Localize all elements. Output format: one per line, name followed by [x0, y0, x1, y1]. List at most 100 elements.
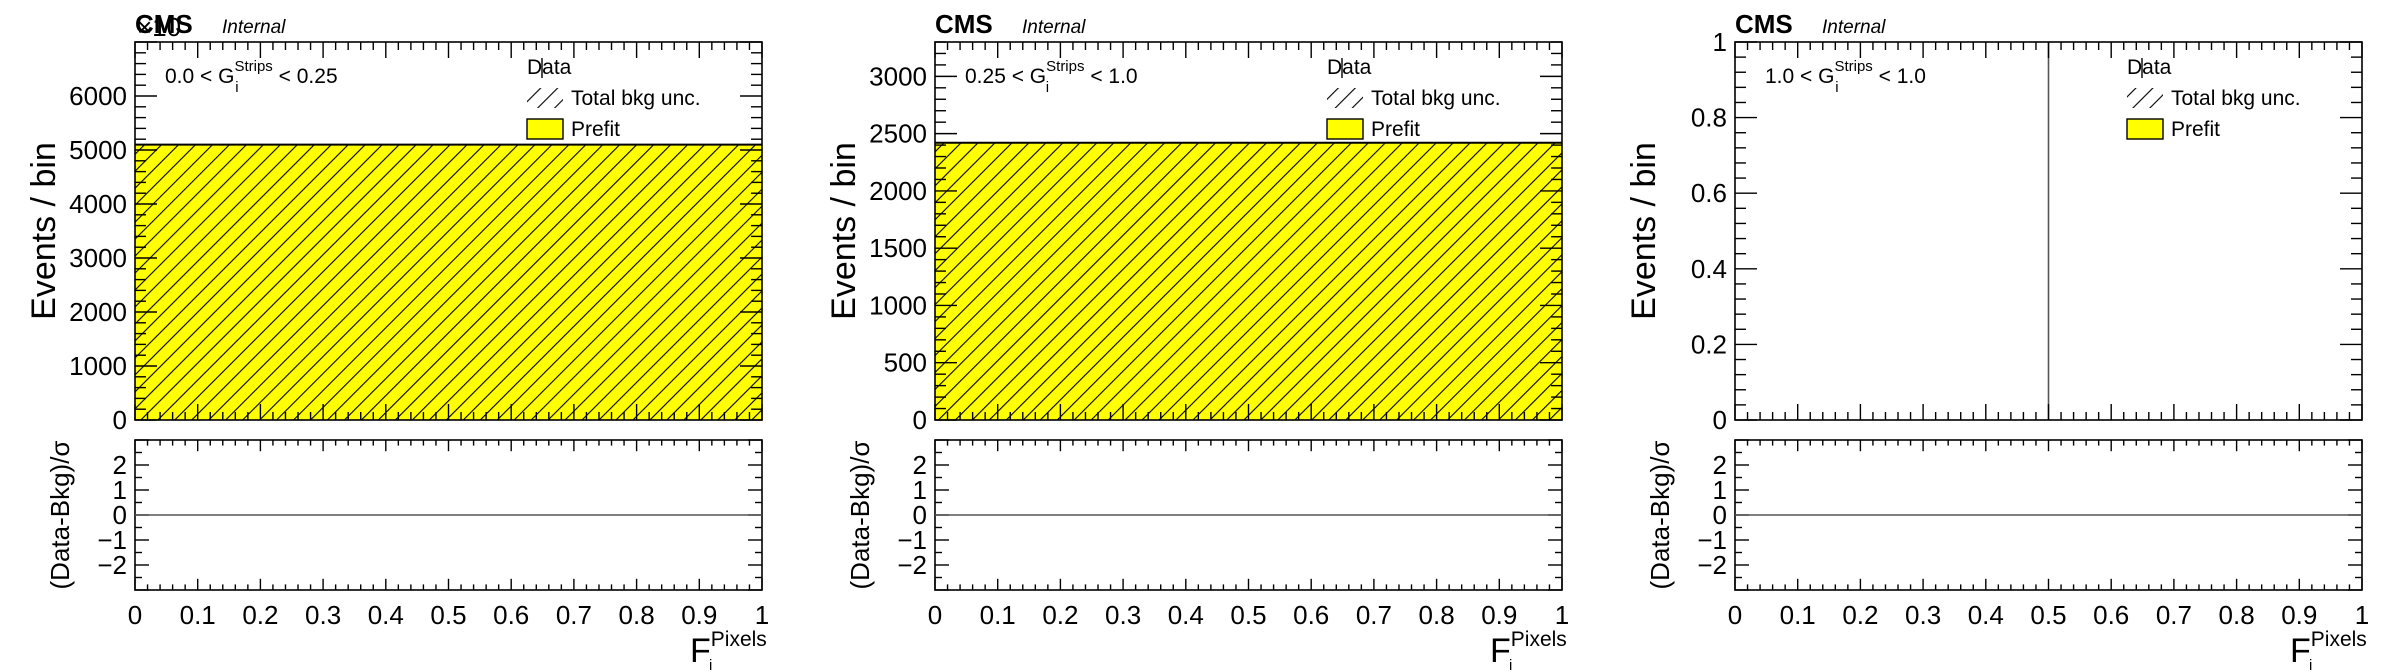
- x-tick-label: 0.7: [2156, 600, 2192, 630]
- x-tick-label: 0.5: [1230, 600, 1266, 630]
- ratio-y-tick-label: 2: [113, 450, 127, 480]
- x-axis-title-sup: Pixels: [2311, 628, 2367, 651]
- region-label: 1.0 < GStrips < 1.0: [1765, 58, 1926, 88]
- y-tick-label: 0.6: [1691, 178, 1727, 208]
- x-axis-title-main: F: [1490, 632, 1511, 670]
- region-label-sup: Strips: [1834, 58, 1872, 75]
- ratio-y-tick-label: 1: [1713, 475, 1727, 505]
- region-label-post: < 1.0: [1873, 65, 1926, 88]
- ratio-y-tick-label: 1: [113, 475, 127, 505]
- x-tick-label: 0.3: [1105, 600, 1141, 630]
- x-tick-label: 0.3: [1905, 600, 1941, 630]
- x-axis-title-sub: i: [2309, 657, 2312, 672]
- ratio-y-tick-label: 1: [913, 475, 927, 505]
- chart-panel-1: 0 0.1 0.2 0.3 0.4 0.5 0.6 0.7 0.8 0.9 101000200030…: [25, 9, 769, 672]
- legend-prefit-label: Prefit: [571, 118, 620, 141]
- region-label: 0.25 < GStrips < 1.0: [965, 58, 1138, 88]
- x-tick-label: 0.6: [2093, 600, 2129, 630]
- y-tick-label: 0.8: [1691, 103, 1727, 133]
- cms-label: CMS: [935, 9, 993, 39]
- cms-label-text: CMS: [935, 9, 993, 39]
- y-tick-label: 0: [913, 405, 927, 435]
- ratio-y-tick-label: −2: [1697, 550, 1727, 580]
- ratio-y-tick-label: 0: [113, 500, 127, 530]
- x-axis-title: FPixels: [690, 628, 767, 670]
- legend-prefit-swatch: [2126, 118, 2164, 140]
- y-axis-title: Events / bin: [25, 142, 63, 320]
- x-tick-label: 0.7: [556, 600, 592, 630]
- y-tick-label: 0: [113, 405, 127, 435]
- ratio-y-tick-label: −2: [897, 550, 927, 580]
- y-tick-label: 2000: [869, 176, 927, 206]
- x-tick-label: 0.3: [305, 600, 341, 630]
- y-tick-label: 4000: [69, 189, 127, 219]
- status-label: Internal: [222, 17, 286, 38]
- y-tick-label: 5000: [69, 135, 127, 165]
- x-tick-label: 0.9: [1481, 600, 1517, 630]
- region-label-post: < 1.0: [1084, 65, 1137, 88]
- ratio-y-tick-label: −2: [97, 550, 127, 580]
- legend-unc-label: Total bkg unc.: [1371, 87, 1501, 110]
- region-label-sub: i: [1835, 79, 1838, 96]
- legend-prefit-label: Prefit: [1371, 118, 1420, 141]
- y-tick-label: 6000: [69, 81, 127, 111]
- ratio-y-tick-label: 0: [1713, 500, 1727, 530]
- ratio-y-tick-label: −1: [97, 525, 127, 555]
- x-tick-label: 0.1: [980, 600, 1016, 630]
- legend-prefit-swatch: [1326, 118, 1364, 140]
- y-tick-label: 3000: [69, 243, 127, 273]
- x-axis-title: FPixels: [2290, 628, 2367, 670]
- y-tick-label: 1000: [869, 290, 927, 320]
- x-tick-label: 0.4: [368, 600, 404, 630]
- chart-panel-2: 0 0.1 0.2 0.3 0.4 0.5 0.6 0.7 0.8 0.9 105001000150…: [825, 9, 1569, 672]
- x-axis-title-main: F: [2290, 632, 2311, 670]
- region-label-pre: 1.0 < G: [1765, 65, 1834, 88]
- cms-label-text: CMS: [1735, 9, 1793, 39]
- y-axis-exponent: ×10: [137, 12, 181, 42]
- x-axis-title: FPixels: [1490, 628, 1567, 670]
- y-axis-title: Events / bin: [825, 142, 863, 320]
- legend-data-label: Data: [527, 56, 572, 79]
- region-label-sup: Strips: [1046, 58, 1084, 75]
- x-tick-label: 0.1: [1780, 600, 1816, 630]
- x-tick-label: 0.9: [681, 600, 717, 630]
- x-tick-label: 0.9: [2281, 600, 2317, 630]
- x-tick-label: 0.6: [493, 600, 529, 630]
- legend-prefit-label: Prefit: [2171, 118, 2220, 141]
- ratio-y-tick-label: 2: [913, 450, 927, 480]
- ratio-y-axis-title: (Data-Bkg)/σ: [845, 441, 875, 590]
- y-tick-label: 1: [1713, 27, 1727, 57]
- cms-label-text: CMS: [135, 9, 193, 39]
- x-tick-label: 0.5: [430, 600, 466, 630]
- region-label-sub: i: [1046, 79, 1049, 96]
- x-tick-label: 0.8: [619, 600, 655, 630]
- y-tick-label: 0: [1713, 405, 1727, 435]
- region-label-sub: i: [235, 79, 238, 96]
- y-tick-label: 0.2: [1691, 329, 1727, 359]
- cms-label: CMS: [1735, 9, 1793, 39]
- x-tick-label: 1: [1555, 600, 1569, 630]
- legend-unc-label: Total bkg unc.: [571, 87, 701, 110]
- region-label-pre: 0.0 < G: [165, 65, 234, 88]
- x-tick-label: 1: [755, 600, 769, 630]
- y-tick-label: 3000: [869, 61, 927, 91]
- legend-unc-swatch: [527, 88, 563, 108]
- x-axis-title-sup: Pixels: [711, 628, 767, 651]
- y-tick-label: 1000: [69, 351, 127, 381]
- ratio-y-tick-label: 2: [1713, 450, 1727, 480]
- x-axis-title-sub: i: [1509, 657, 1512, 672]
- x-tick-label: 0: [1728, 600, 1742, 630]
- region-label-sup: Strips: [234, 58, 272, 75]
- y-tick-label: 1500: [869, 233, 927, 263]
- y-tick-label: 0.4: [1691, 254, 1727, 284]
- ratio-y-tick-label: 0: [913, 500, 927, 530]
- x-axis-title-main: F: [690, 632, 711, 670]
- x-axis-title-sup: Pixels: [1511, 628, 1567, 651]
- y-tick-label: 2500: [869, 119, 927, 149]
- x-tick-label: 0.5: [2030, 600, 2066, 630]
- legend-unc-swatch: [2127, 88, 2163, 108]
- y-tick-label: 500: [884, 348, 927, 378]
- x-tick-label: 0.2: [1842, 600, 1878, 630]
- region-label-pre: 0.25 < G: [965, 65, 1046, 88]
